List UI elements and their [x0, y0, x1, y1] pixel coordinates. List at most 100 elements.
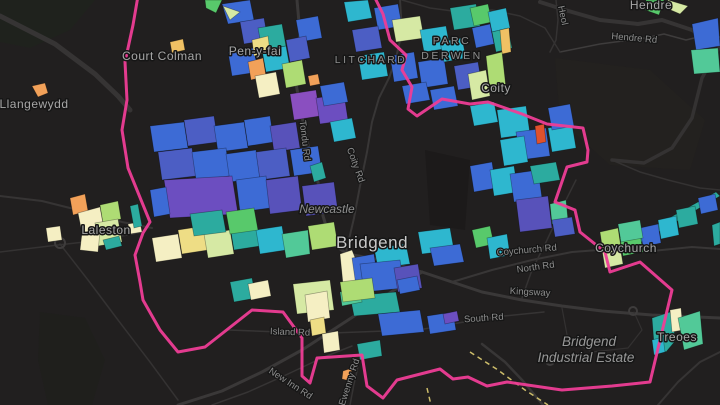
map-parcel[interactable]: [599, 227, 622, 253]
choropleth-parcel-layer[interactable]: [31, 0, 720, 382]
map-parcel[interactable]: [319, 81, 349, 107]
map-parcel[interactable]: [442, 310, 460, 325]
map-parcel[interactable]: [639, 223, 662, 248]
map-parcel[interactable]: [157, 147, 197, 181]
map-parcel[interactable]: [396, 275, 421, 295]
map-parcel[interactable]: [307, 221, 339, 251]
map-parcel[interactable]: [254, 71, 281, 99]
map-parcel[interactable]: [471, 23, 495, 49]
map-parcel[interactable]: [289, 89, 321, 121]
map-parcel[interactable]: [309, 316, 327, 337]
map-parcel[interactable]: [341, 367, 353, 382]
road-line: [480, 342, 545, 405]
map-parcel[interactable]: [617, 219, 644, 243]
map-label-south-rd: South Rd: [464, 312, 504, 326]
map-parcel[interactable]: [102, 235, 123, 251]
map-parcel[interactable]: [499, 135, 529, 167]
map-parcel[interactable]: [169, 38, 186, 54]
map-label-pen-y-fai: Pen-y-fai: [229, 44, 282, 58]
map-parcel[interactable]: [99, 200, 122, 224]
woodland-patch: [425, 150, 470, 230]
map-parcel[interactable]: [225, 207, 259, 235]
road-line: [451, 246, 720, 283]
map-parcel[interactable]: [485, 51, 507, 93]
map-parcel[interactable]: [129, 203, 143, 229]
map-parcel[interactable]: [309, 161, 327, 183]
map-parcel[interactable]: [255, 147, 291, 181]
map-parcel[interactable]: [467, 69, 491, 101]
map-parcel[interactable]: [677, 310, 704, 351]
map-parcel[interactable]: [644, 0, 665, 16]
map-parcel[interactable]: [295, 15, 323, 43]
map-parcel[interactable]: [499, 27, 512, 55]
map-parcel[interactable]: [222, 5, 241, 21]
map-parcel[interactable]: [243, 115, 275, 147]
map-label-court-colman: Court Colman: [122, 49, 202, 63]
map-parcel[interactable]: [45, 225, 63, 243]
map-parcel[interactable]: [304, 290, 331, 323]
map-parcel[interactable]: [657, 215, 680, 240]
map-parcel[interactable]: [515, 195, 553, 233]
map-parcel[interactable]: [151, 233, 183, 263]
map-parcel[interactable]: [301, 181, 339, 217]
map-parcel[interactable]: [183, 115, 219, 147]
map-parcel[interactable]: [204, 0, 223, 14]
map-parcel[interactable]: [189, 209, 227, 237]
map-parcel[interactable]: [439, 37, 467, 63]
map-parcel[interactable]: [285, 35, 311, 63]
map-parcel[interactable]: [265, 175, 303, 215]
road-line: [0, 231, 143, 253]
map-parcel[interactable]: [281, 59, 307, 89]
road-line: [211, 345, 353, 405]
map-parcel[interactable]: [339, 277, 376, 303]
map-parcel[interactable]: [691, 17, 720, 51]
map-label-bridgend: Bridgend: [336, 233, 408, 252]
map-parcel[interactable]: [247, 279, 272, 301]
map-parcel[interactable]: [675, 205, 699, 229]
map-parcel[interactable]: [235, 175, 271, 213]
map-parcel[interactable]: [529, 161, 561, 185]
map-parcel[interactable]: [351, 25, 383, 53]
map-parcel[interactable]: [191, 147, 231, 181]
map-parcel[interactable]: [711, 221, 720, 247]
map-label-island-rd: Island Rd: [270, 326, 311, 338]
map-parcel[interactable]: [79, 230, 101, 253]
woodland-patch: [0, 0, 95, 48]
map-parcel[interactable]: [690, 47, 720, 75]
map-parcel[interactable]: [149, 121, 189, 153]
map-parcel[interactable]: [377, 309, 425, 337]
map-parcel[interactable]: [281, 229, 311, 259]
map-parcel[interactable]: [551, 216, 576, 238]
map-parcel[interactable]: [357, 51, 389, 81]
map-parcel[interactable]: [487, 7, 511, 33]
map-parcel[interactable]: [31, 82, 49, 98]
map-parcel[interactable]: [417, 57, 449, 89]
map-parcel[interactable]: [429, 243, 465, 267]
map-parcel[interactable]: [251, 35, 271, 57]
road-line: [611, 159, 720, 191]
map-parcel[interactable]: [321, 330, 341, 354]
roundabout: [628, 306, 638, 316]
road-line: [401, 0, 561, 53]
map-parcel[interactable]: [255, 225, 287, 255]
woodland-patch: [38, 312, 105, 405]
map-parcel[interactable]: [697, 193, 719, 215]
map-parcel[interactable]: [391, 15, 425, 43]
map-parcel[interactable]: [356, 339, 383, 361]
map-parcel[interactable]: [343, 0, 373, 23]
map-parcel[interactable]: [665, 0, 689, 15]
road-line: [345, 0, 403, 253]
road-line: [549, 0, 559, 53]
map-parcel[interactable]: [329, 117, 357, 143]
map-parcel[interactable]: [307, 73, 321, 87]
map-parcel[interactable]: [213, 121, 249, 153]
map-parcel[interactable]: [149, 186, 171, 218]
road-line: [561, 307, 643, 353]
map-label-parc: PARC: [433, 35, 471, 47]
map-parcel[interactable]: [269, 121, 301, 153]
map-parcel[interactable]: [486, 233, 511, 260]
map-parcel[interactable]: [534, 123, 547, 145]
map-parcel[interactable]: [401, 81, 431, 105]
